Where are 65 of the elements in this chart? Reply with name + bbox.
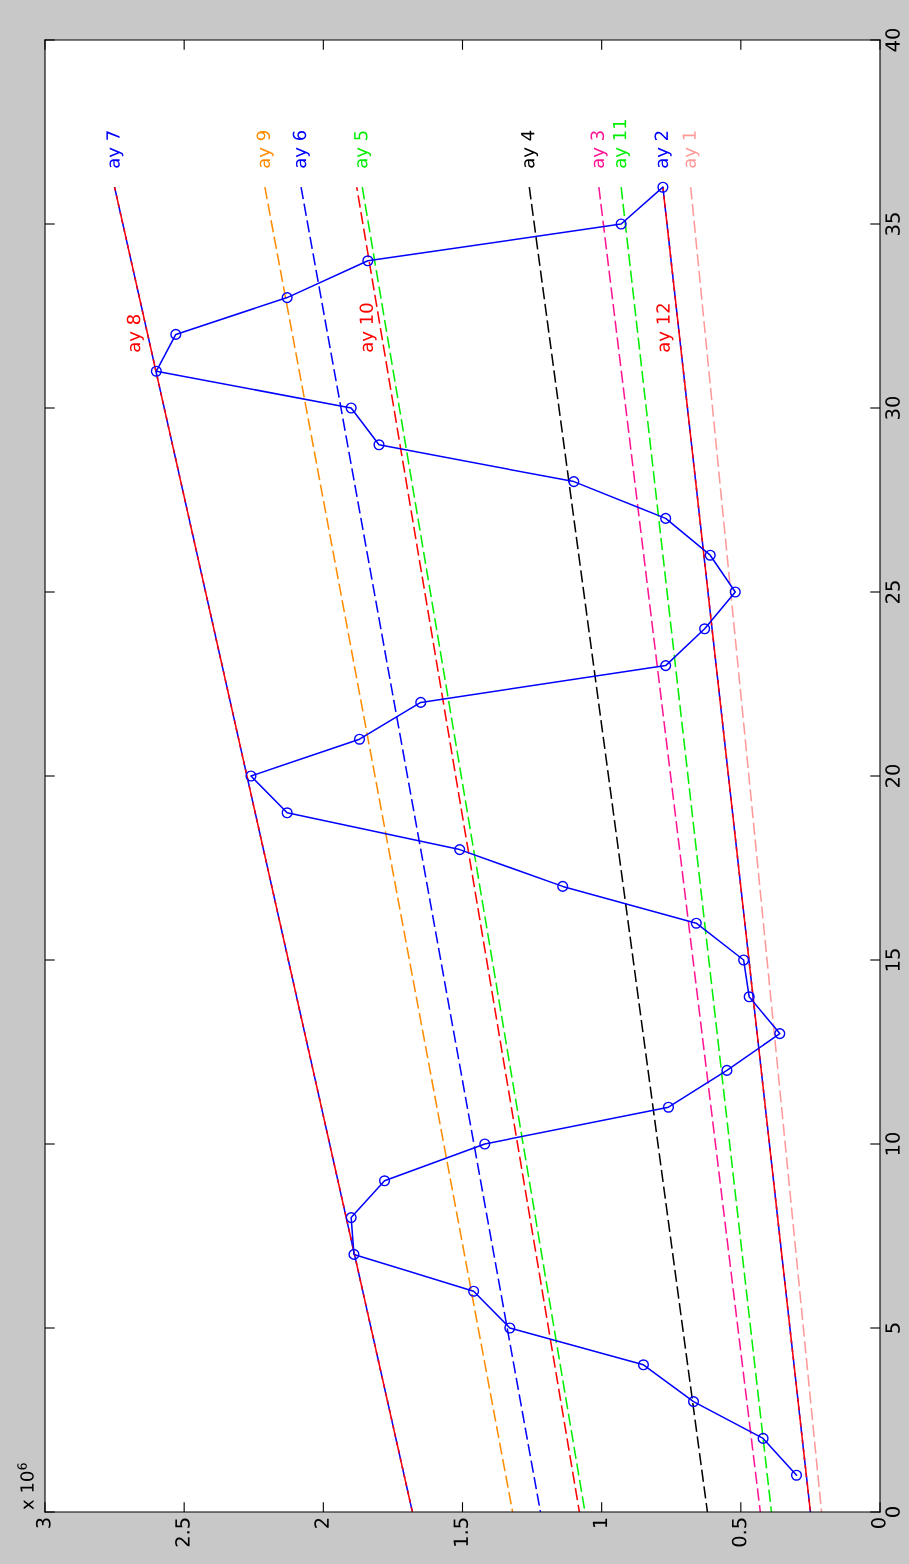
x-tick-label: 1.5 (453, 1518, 469, 1546)
point (729, 586, 741, 598)
point (687, 1396, 700, 1408)
point (245, 770, 257, 782)
point (637, 1359, 649, 1371)
point (170, 328, 182, 340)
text: ay 3 (590, 131, 608, 168)
point (362, 255, 374, 267)
point (743, 991, 755, 1003)
y-tick-label: 30 (885, 396, 900, 419)
text: ay 1 (682, 131, 700, 168)
point (348, 1248, 360, 1260)
text: ay 7 (106, 131, 124, 168)
x-tick-label: 2.5 (175, 1518, 190, 1547)
point (774, 1028, 786, 1040)
y-tick-label: 35 (885, 213, 900, 235)
point (615, 218, 627, 230)
y-tick-label: 15 (885, 949, 900, 971)
point (150, 365, 162, 377)
x-tick-label: 0 (870, 1518, 886, 1528)
text: ay 10 (359, 303, 377, 352)
text: ay 11 (612, 120, 630, 168)
point (557, 880, 569, 892)
x-tick-label: 3 (35, 1518, 51, 1528)
point (353, 733, 366, 745)
y-tick-label: 25 (885, 581, 900, 603)
text: ay 2 (654, 131, 672, 168)
x-tick-label: 1 (592, 1518, 608, 1528)
x-tick-label: 0.5 (731, 1518, 747, 1547)
point (345, 402, 357, 414)
point (281, 292, 293, 304)
point (738, 954, 750, 966)
point (660, 660, 672, 672)
point (479, 1138, 491, 1150)
point (704, 549, 716, 561)
point (757, 1432, 769, 1444)
point (699, 623, 711, 635)
y-tick-label: 5 (885, 1323, 900, 1333)
point (454, 844, 466, 856)
point (721, 1064, 733, 1076)
y-tick-label: 0 (885, 1507, 900, 1517)
y-tick-label: 40 (885, 28, 900, 52)
text: ay 6 (292, 130, 310, 168)
point (790, 1469, 803, 1481)
point (568, 476, 580, 488)
point (379, 1175, 391, 1187)
point (662, 1101, 675, 1113)
text: ay 4 (521, 130, 539, 168)
y-tick-label: 10 (885, 1132, 900, 1155)
point (657, 181, 669, 193)
point (660, 512, 672, 524)
y-tick-label: 20 (885, 764, 900, 787)
point (468, 1285, 480, 1297)
point (690, 917, 702, 929)
point (415, 696, 427, 708)
text: x 10$^{6}$ (17, 1463, 34, 1510)
text: ay 12 (656, 304, 674, 352)
point (281, 807, 293, 819)
text: ay 9 (256, 131, 274, 168)
point (504, 1322, 516, 1334)
point (373, 439, 385, 451)
x-tick-label: 2 (314, 1518, 329, 1528)
point (345, 1212, 357, 1224)
text: ay 8 (126, 315, 144, 352)
text: ay 5 (354, 131, 372, 168)
